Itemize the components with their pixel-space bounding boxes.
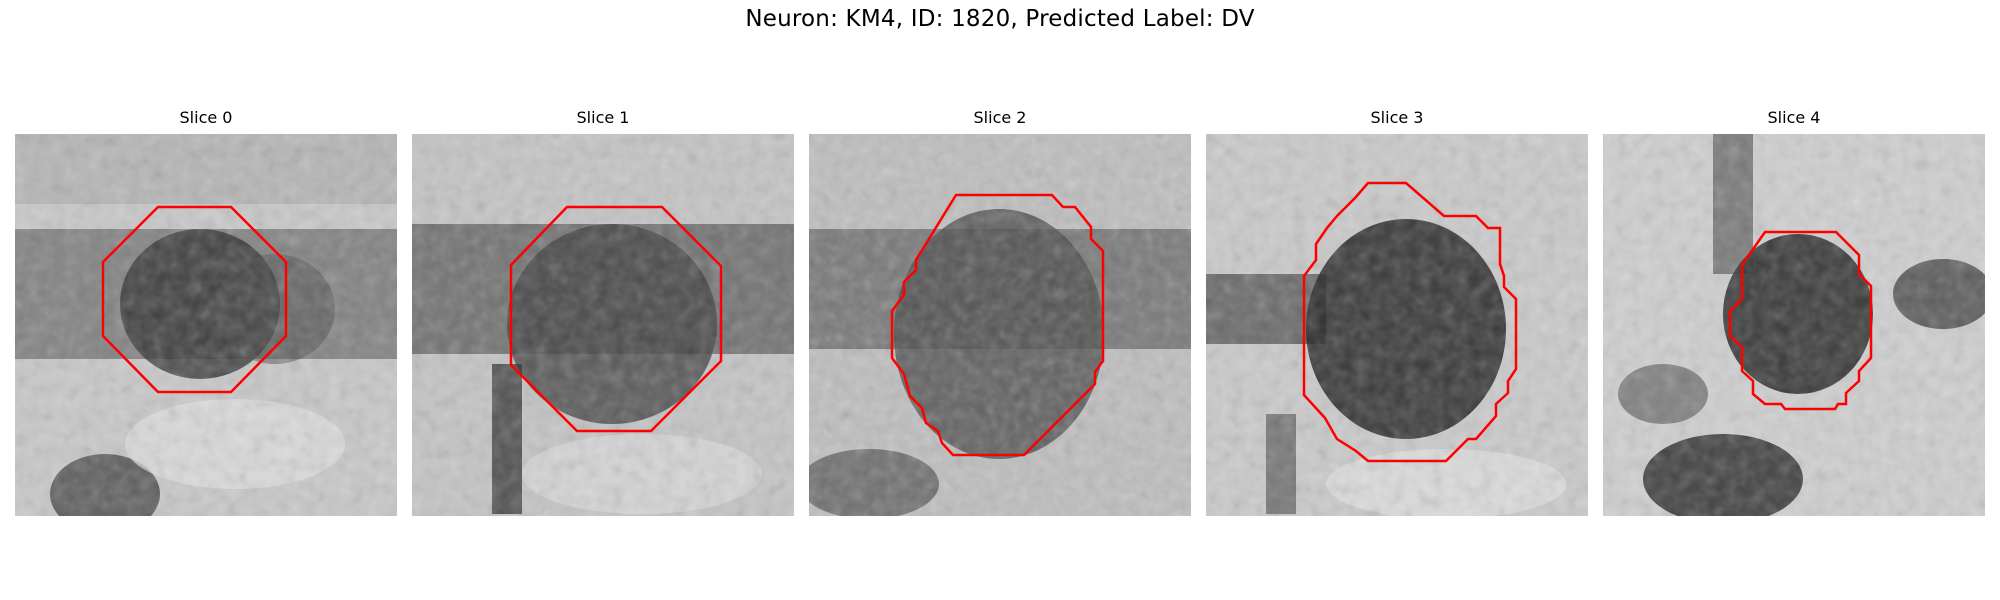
slice-0-contour [101,205,288,394]
slice-panel-2: Slice 2 [809,108,1191,520]
slice-title-3: Slice 3 [1370,108,1424,127]
slice-title-1: Slice 1 [576,108,630,127]
slice-2-contour [890,193,1105,457]
slice-image-2 [809,134,1191,516]
slice-title-4: Slice 4 [1767,108,1821,127]
slice-4-noise [1603,134,1985,516]
figure-title: Neuron: KM4, ID: 1820, Predicted Label: … [745,6,1255,32]
slice-4-contour [1728,230,1873,411]
slice-0-noise [15,134,397,516]
slice-panel-0: Slice 0 [15,108,397,520]
slice-1-contour [509,205,723,433]
slice-image-4 [1603,134,1985,516]
slice-title-2: Slice 2 [973,108,1027,127]
slice-2-noise [809,134,1191,516]
slice-image-3 [1206,134,1588,516]
slice-3-noise [1206,134,1588,516]
slice-1-noise [412,134,794,516]
slice-panel-3: Slice 3 [1206,108,1588,520]
slice-panel-1: Slice 1 [412,108,794,520]
slice-panel-4: Slice 4 [1603,108,1985,520]
slice-3-contour [1302,181,1518,463]
slice-image-1 [412,134,794,516]
slice-image-0 [15,134,397,516]
slice-title-0: Slice 0 [179,108,233,127]
